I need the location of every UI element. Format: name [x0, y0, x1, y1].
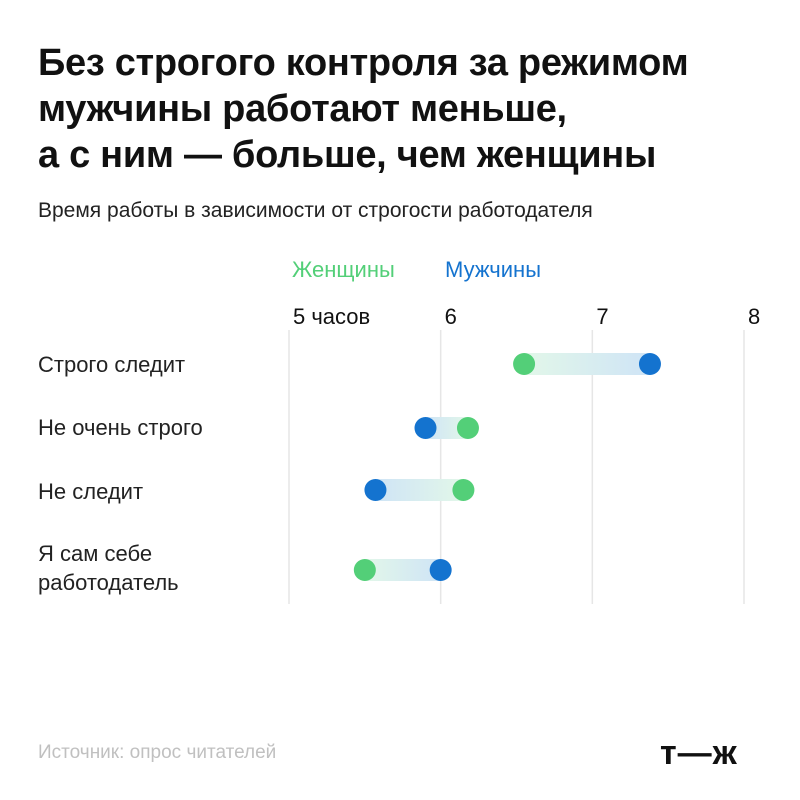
- legend-women: Женщины: [292, 257, 395, 282]
- data-marks: [353, 353, 661, 581]
- x-tick-labels: 5 часов 6 7 8: [293, 304, 760, 329]
- x-tick-label: 7: [596, 304, 608, 329]
- brand-logo: т—ж: [660, 734, 738, 772]
- men-point: [638, 353, 661, 375]
- chart-subtitle: Время работы в зависимости от строгости …: [38, 199, 593, 222]
- chart-title: Без строгого контроля за режимом мужчины…: [38, 40, 778, 178]
- women-point: [513, 353, 536, 375]
- x-tick-label: 8: [748, 304, 760, 329]
- title-line-2: мужчины работают меньше,: [38, 88, 567, 130]
- range-band: [524, 353, 650, 375]
- row-label-not-very-strict: Не очень строго: [38, 415, 203, 440]
- title-line-1: Без строгого контроля за режимом: [38, 42, 689, 84]
- range-band: [425, 417, 468, 439]
- men-point: [429, 559, 452, 581]
- legend-men: Мужчины: [445, 257, 542, 282]
- range-band: [375, 479, 464, 501]
- x-tick-label: 5 часов: [293, 304, 370, 329]
- row-label-self-employed: Я сам себе работодатель: [38, 541, 179, 595]
- row-label-strict: Строго следит: [38, 352, 186, 377]
- source-note: Источник: опрос читателей: [38, 742, 277, 763]
- legend: Женщины Мужчины: [0, 256, 800, 286]
- range-band: [364, 559, 441, 581]
- row-label-not-watching: Не следит: [38, 479, 144, 504]
- women-point: [456, 417, 479, 439]
- women-point: [452, 479, 475, 501]
- title-line-3: а с ним — больше, чем женщины: [38, 134, 657, 176]
- grid-lines: [288, 330, 745, 604]
- women-point: [353, 559, 376, 581]
- x-tick-label: 6: [445, 304, 457, 329]
- men-point: [364, 479, 387, 501]
- men-point: [414, 417, 437, 439]
